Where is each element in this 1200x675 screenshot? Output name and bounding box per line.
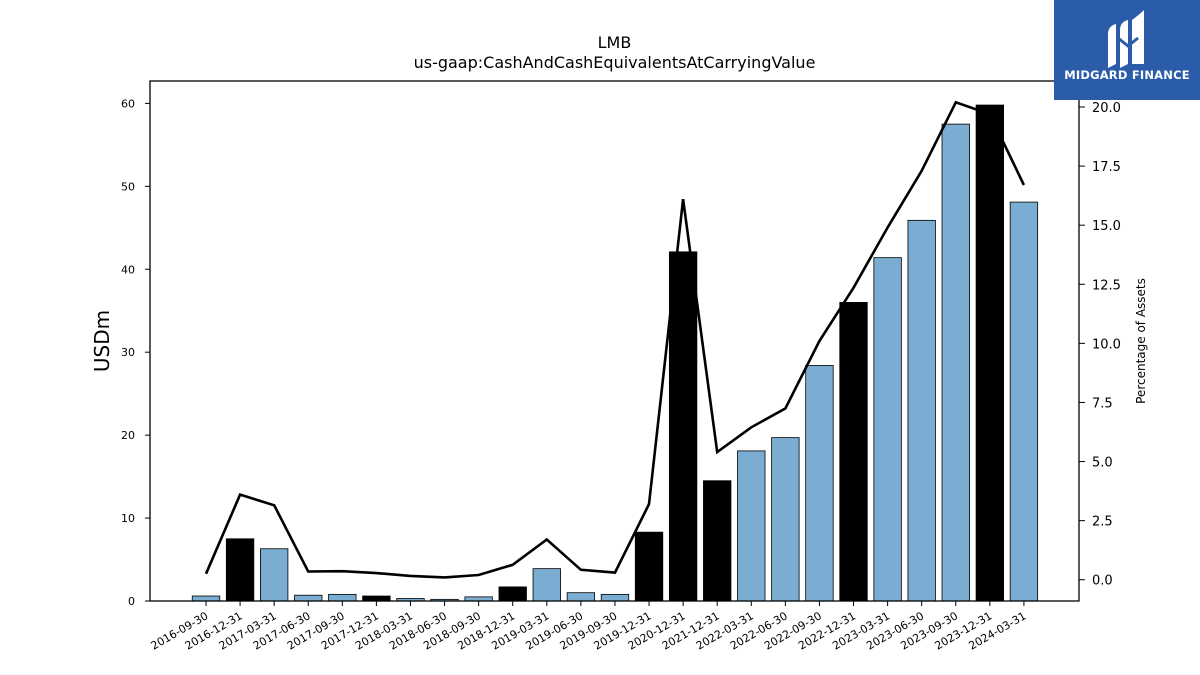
y-right-tick-label: 7.5 <box>1092 396 1113 411</box>
bar-2019-03-31 <box>532 568 561 602</box>
bar-2018-12-31 <box>498 586 527 602</box>
bar-2023-06-30 <box>907 219 936 602</box>
bar-2022-12-31 <box>839 302 868 602</box>
bar-2021-12-31 <box>703 480 732 602</box>
x-axis: 2016-09-302016-12-312017-03-312017-06-30… <box>149 601 1028 653</box>
y-right-tick-label: 20.0 <box>1092 101 1121 116</box>
plot-frame <box>149 80 1080 602</box>
bar-2017-06-30 <box>294 594 323 602</box>
bar-series <box>191 104 1039 602</box>
bar-2022-09-30 <box>805 365 834 602</box>
percentage-line <box>204 100 1026 579</box>
y-tick-label: 0 <box>128 595 135 608</box>
y-right-tick-label: 10.0 <box>1092 337 1121 352</box>
y-tick-label: 30 <box>121 346 135 359</box>
bar-2024-03-31 <box>1009 201 1039 602</box>
bar-2023-12-31 <box>975 104 1004 602</box>
brand-logo: MIDGARD FINANCE <box>1054 0 1200 100</box>
bar-2017-09-30 <box>328 593 357 602</box>
bar-2019-09-30 <box>600 593 630 602</box>
bar-2017-12-31 <box>362 595 391 602</box>
chart-title: LMB <box>598 33 632 52</box>
bar-2020-12-31 <box>668 251 698 602</box>
y-tick-label: 40 <box>121 263 135 276</box>
bar-2016-12-31 <box>225 538 255 602</box>
y-right-tick-label: 5.0 <box>1092 456 1113 471</box>
y-tick-label: 10 <box>121 512 135 525</box>
bar-2016-09-30 <box>191 595 221 602</box>
brand-name: MIDGARD FINANCE <box>1064 68 1190 82</box>
y-right-tick-label: 2.5 <box>1092 515 1113 530</box>
y-tick-label: 60 <box>121 97 135 110</box>
bar-2022-06-30 <box>771 437 800 602</box>
y-right-tick-label: 15.0 <box>1092 219 1121 234</box>
y-axis-left: 0 10 20 30 40 50 60 <box>121 97 150 608</box>
y-tick-label: 20 <box>121 429 135 442</box>
y-axis-right: 0.0 2.5 5.0 7.5 10.0 12.5 15.0 17.5 20.0 <box>1079 101 1121 589</box>
y-right-tick-label: 17.5 <box>1092 160 1121 175</box>
y-right-tick-label: 0.0 <box>1092 574 1113 589</box>
bar-2019-12-31 <box>634 531 664 602</box>
bar-2023-09-30 <box>941 123 970 602</box>
midgard-logo-icon <box>1108 10 1144 68</box>
bar-2023-03-31 <box>873 257 902 602</box>
chart-subtitle: us-gaap:CashAndCashEquivalentsAtCarrying… <box>414 53 816 72</box>
y-tick-label: 50 <box>121 180 135 193</box>
y-axis-left-label: USDm <box>90 310 114 372</box>
y-right-tick-label: 12.5 <box>1092 278 1121 293</box>
y-axis-right-label: Percentage of Assets <box>1134 278 1148 404</box>
bar-2019-06-30 <box>566 592 596 602</box>
bar-2017-03-31 <box>260 548 289 602</box>
bar-2022-03-31 <box>737 450 766 602</box>
